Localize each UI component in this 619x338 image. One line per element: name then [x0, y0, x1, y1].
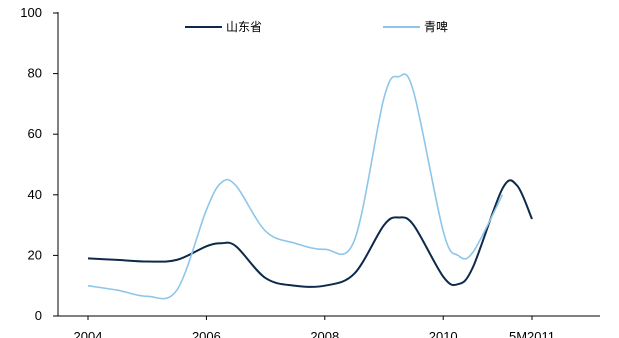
x-tick-label: 2008 [310, 329, 339, 338]
y-tick-label: 40 [28, 187, 42, 202]
y-tick-label: 0 [35, 308, 42, 323]
legend-label-tsingtao: 青啤 [424, 19, 448, 34]
y-tick-label: 60 [28, 126, 42, 141]
y-axis: 0 20 40 60 80 100 [20, 5, 59, 323]
x-ticks: 2004 2006 2008 2010 5M2011 [74, 316, 555, 338]
legend-label-shandong: 山东省 [226, 20, 262, 34]
y-tick-label: 20 [28, 247, 42, 262]
x-tick-label: 2006 [192, 329, 221, 338]
y-ticks: 0 20 40 60 80 100 [20, 5, 58, 323]
series-line-shandong [87, 179, 533, 288]
x-tick-label: 2004 [74, 329, 103, 338]
y-tick-label: 100 [20, 5, 42, 20]
legend: 山东省 青啤 [185, 19, 448, 34]
x-tick-label: 2010 [429, 329, 458, 338]
y-tick-label: 80 [28, 66, 42, 81]
x-axis: 2004 2006 2008 2010 5M2011 [58, 315, 600, 338]
series-line-tsingtao [87, 73, 504, 300]
x-tick-label: 5M2011 [509, 329, 555, 338]
series-layer [87, 73, 533, 300]
